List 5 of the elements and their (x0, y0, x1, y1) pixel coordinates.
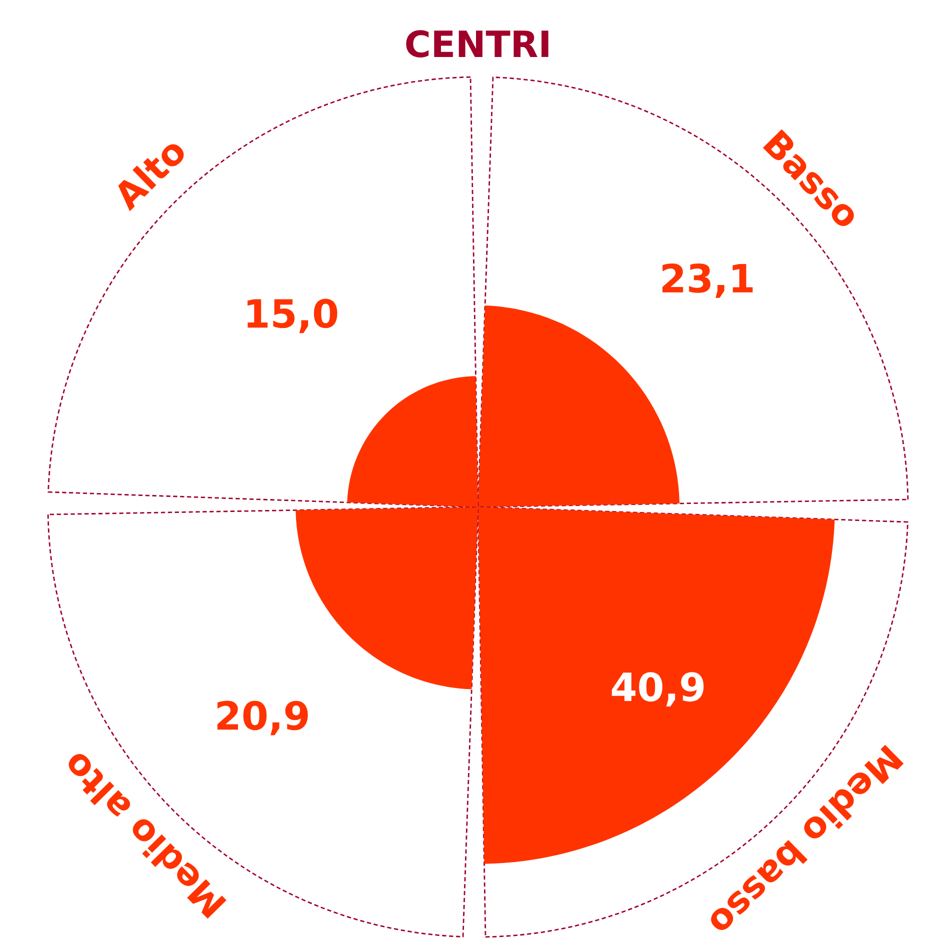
data-label: 23,1 (662, 263, 753, 298)
data-label: 20,9 (217, 700, 308, 736)
data-label: 40,9 (612, 672, 704, 707)
text: CENTRI (406, 30, 548, 58)
data-label: 15,0 (248, 298, 338, 334)
